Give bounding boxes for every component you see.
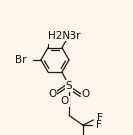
Text: Br: Br [16,55,27,65]
Text: F: F [97,113,103,123]
Text: O: O [61,96,69,106]
Text: H2N: H2N [48,31,70,41]
Text: F: F [96,120,101,130]
Text: S: S [66,81,72,91]
Text: O: O [82,89,90,99]
Text: Br: Br [69,31,80,41]
Text: O: O [48,89,56,99]
